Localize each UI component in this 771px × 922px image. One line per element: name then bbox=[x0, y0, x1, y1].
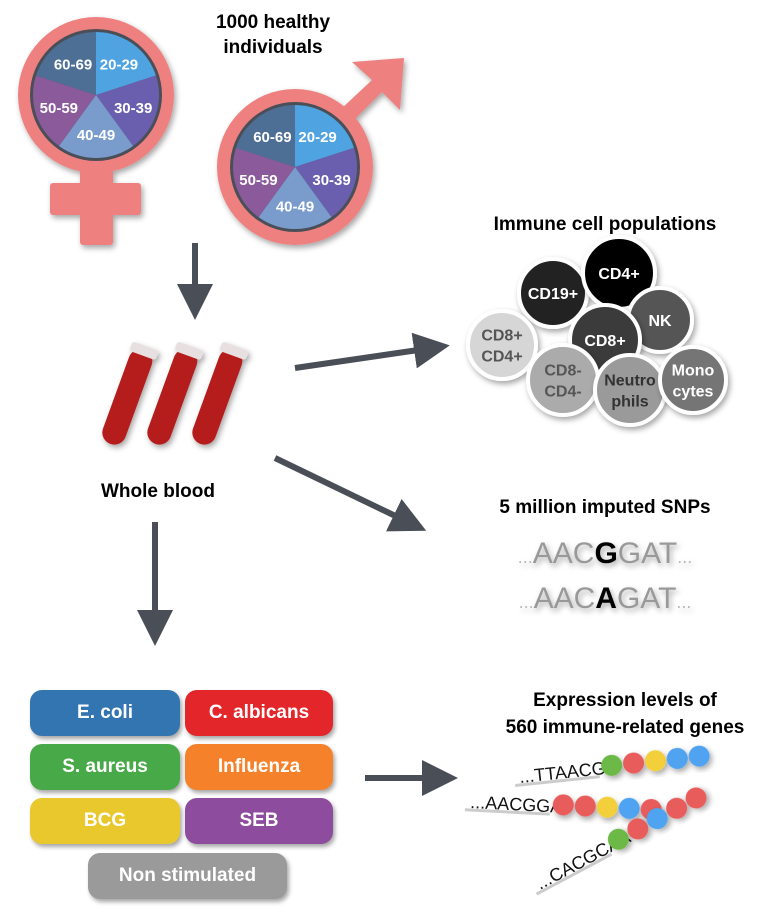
cell-circle bbox=[526, 343, 600, 417]
arrow-to-snps bbox=[273, 455, 427, 532]
cell-label: CD8+ bbox=[584, 333, 625, 350]
cell-label: CD4- bbox=[544, 384, 581, 401]
stimulus-bcg: BCG bbox=[30, 798, 180, 844]
pie-slice-60-69 bbox=[236, 105, 295, 167]
pie-slice-40-49 bbox=[58, 95, 134, 158]
ellipsis: ... bbox=[676, 592, 691, 612]
expression-bead bbox=[666, 747, 688, 769]
pie-label-30-39: 30-39 bbox=[312, 172, 350, 189]
expression-bead bbox=[627, 818, 649, 840]
immune-cell: Neutro phils bbox=[593, 353, 667, 427]
expression-bead bbox=[607, 828, 629, 850]
pie-slice-50-59 bbox=[33, 75, 96, 146]
cell-label: NK bbox=[648, 313, 672, 330]
cell-label: phils bbox=[611, 394, 648, 411]
cell-label: Mono bbox=[672, 363, 715, 380]
seq1-variant: G bbox=[594, 537, 617, 570]
expression-bead bbox=[601, 754, 623, 776]
snp-sequence-1: ...AACGGAT... bbox=[518, 537, 693, 570]
seq2-post: GAT bbox=[617, 582, 676, 615]
pie-slice-20-29 bbox=[295, 105, 354, 167]
cell-circle bbox=[466, 309, 538, 381]
seq1-pre: AAC bbox=[533, 537, 595, 570]
title-line-2: individuals bbox=[223, 37, 322, 58]
cell-label: CD19+ bbox=[528, 286, 578, 303]
expression-bead bbox=[666, 797, 688, 819]
cell-label: Neutro bbox=[604, 373, 656, 390]
male-age-pie: 20-29 30-39 40-49 50-59 60-69 bbox=[230, 102, 360, 232]
stimulus-seb: SEB bbox=[185, 798, 333, 844]
immune-cell: Mono cytes bbox=[658, 345, 728, 415]
snp-sequence-2: ...AACAGAT... bbox=[519, 582, 692, 615]
expression-bead bbox=[688, 745, 710, 767]
pie-label-40-49: 40-49 bbox=[276, 198, 314, 215]
pie-slice-60-69 bbox=[36, 32, 96, 95]
pie-label-30-39: 30-39 bbox=[114, 100, 152, 117]
immune-cells-title: Immune cell populations bbox=[494, 214, 717, 235]
expression-sequence: ...AACGGAT bbox=[464, 792, 662, 820]
ellipsis: ... bbox=[518, 547, 533, 567]
pie-label-50-59: 50-59 bbox=[40, 100, 78, 117]
immune-cell: CD8+ CD4+ bbox=[466, 309, 538, 381]
pie-slice-30-39 bbox=[295, 147, 357, 218]
expression-bead bbox=[685, 787, 707, 809]
expression-bead bbox=[646, 808, 668, 830]
title-line-1: 1000 healthy bbox=[216, 12, 330, 33]
ellipsis: ... bbox=[677, 547, 692, 567]
stimulus-c-albicans: C. albicans bbox=[185, 690, 333, 736]
seq2-variant: A bbox=[595, 582, 617, 615]
cell-label: CD8+ bbox=[481, 328, 522, 345]
expression-bead bbox=[644, 750, 666, 772]
expression-title-2: 560 immune-related genes bbox=[506, 717, 745, 738]
pie-label-60-69: 60-69 bbox=[253, 129, 291, 146]
pie-slice-50-59 bbox=[233, 147, 295, 218]
cell-circle bbox=[658, 345, 728, 415]
pie-slice-30-39 bbox=[96, 75, 159, 146]
expression-title-1: Expression levels of bbox=[533, 690, 717, 711]
expression-bead bbox=[596, 796, 618, 818]
pie-label-60-69: 60-69 bbox=[54, 56, 92, 73]
flow-arrows bbox=[137, 243, 458, 796]
pie-slice-20-29 bbox=[96, 32, 156, 95]
stimulus-s-aureus: S. aureus bbox=[30, 744, 180, 790]
pie-label-40-49: 40-49 bbox=[77, 127, 115, 144]
pie-label-50-59: 50-59 bbox=[239, 172, 277, 189]
expression-bead bbox=[623, 752, 645, 774]
cell-circle bbox=[593, 353, 667, 427]
pie-label-20-29: 20-29 bbox=[298, 129, 336, 146]
arrow-to-cells bbox=[294, 332, 450, 371]
stimulus-e-coli: E. coli bbox=[30, 690, 180, 736]
stimulus-influenza: Influenza bbox=[185, 744, 333, 790]
stimulus-non-stimulated: Non stimulated bbox=[88, 853, 287, 899]
ellipsis: ... bbox=[519, 592, 534, 612]
cell-label: CD8- bbox=[544, 363, 581, 380]
snps-title: 5 million imputed SNPs bbox=[499, 497, 710, 518]
expression-bead bbox=[618, 797, 640, 819]
pie-label-20-29: 20-29 bbox=[100, 56, 138, 73]
cell-label: CD4+ bbox=[598, 266, 639, 283]
immune-cell-cluster: CD19+CD4+NKCD8+CD4+CD8+CD8-CD4-Neutrophi… bbox=[466, 235, 728, 427]
female-age-pie: 20-29 30-39 40-49 50-59 60-69 bbox=[30, 29, 162, 161]
blood-tubes-icon bbox=[102, 342, 249, 445]
seq2-pre: AAC bbox=[534, 582, 596, 615]
expression-bead bbox=[574, 795, 596, 817]
expression-sequence: ...TTAACGG bbox=[515, 745, 710, 788]
pie-slice-40-49 bbox=[258, 167, 332, 229]
whole-blood-label: Whole blood bbox=[101, 481, 215, 502]
expression-sequences: ...TTAACGG...AACGGAT...CACGCAA bbox=[464, 745, 710, 896]
cell-label: cytes bbox=[673, 384, 714, 401]
expression-bead bbox=[552, 794, 574, 816]
immune-cell: CD8- CD4- bbox=[526, 343, 600, 417]
seq1-post: GAT bbox=[618, 537, 677, 570]
cell-label: CD4+ bbox=[481, 349, 522, 366]
